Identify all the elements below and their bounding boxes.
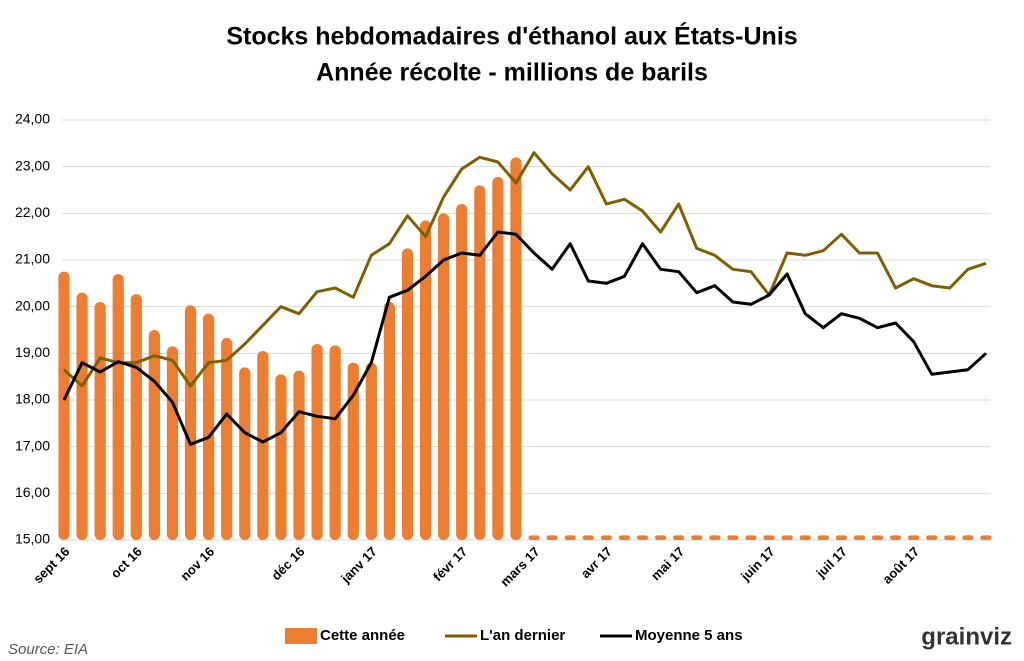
bar [871, 535, 884, 540]
bar [112, 274, 124, 540]
bar [329, 345, 341, 540]
chart-title: Stocks hebdomadaires d'éthanol aux États… [226, 22, 797, 51]
bar [944, 535, 956, 540]
bar [564, 535, 576, 540]
bar [401, 248, 414, 541]
bar [365, 362, 377, 540]
bar [58, 271, 70, 540]
bar [691, 535, 703, 540]
y-tick-label: 17,00 [15, 437, 50, 453]
bar [383, 302, 396, 540]
legend-label: Moyenne 5 ans [635, 627, 743, 644]
bar [890, 535, 902, 540]
bar [908, 535, 920, 540]
bar [835, 535, 847, 540]
bar [257, 351, 269, 540]
bar [817, 535, 829, 540]
bar [76, 292, 88, 540]
bar [510, 157, 522, 541]
bar [239, 367, 251, 540]
legend-label: Cette année [320, 627, 405, 644]
bar [347, 362, 359, 540]
y-tick-label: 20,00 [15, 297, 50, 313]
bar [438, 213, 450, 541]
x-tick-label: sept 16 [30, 544, 72, 586]
bar [781, 535, 793, 540]
bar [582, 535, 594, 540]
legend-swatch [285, 628, 317, 644]
y-tick-label: 15,00 [15, 531, 50, 547]
x-tick-label: janv 17 [337, 544, 379, 586]
bar [546, 535, 558, 540]
x-tick-label: juin 17 [737, 544, 777, 584]
bar [311, 344, 323, 540]
bar [745, 535, 757, 540]
x-tick-label: nov 16 [177, 544, 217, 584]
x-tick-label: déc 16 [268, 544, 307, 583]
legend-label: L'an dernier [480, 627, 565, 644]
bar [763, 535, 775, 540]
bar [492, 176, 504, 540]
x-tick-label: juil 17 [813, 544, 850, 581]
x-tick-label: mai 17 [648, 544, 687, 583]
bar [853, 535, 866, 540]
bar [673, 535, 685, 540]
bar [184, 305, 197, 540]
bar [528, 535, 540, 540]
bar [654, 535, 667, 540]
x-tick-label: avr 17 [578, 544, 615, 581]
bar [709, 535, 721, 540]
bar [727, 535, 739, 540]
x-tick-label: oct 16 [108, 544, 145, 581]
bar [980, 535, 992, 540]
chart-subtitle: Année récolte - millions de barils [316, 59, 708, 87]
bar [926, 535, 938, 540]
x-tick-label: août 17 [879, 544, 922, 587]
bar [94, 302, 106, 540]
y-tick-label: 16,00 [15, 484, 50, 500]
y-tick-label: 22,00 [15, 204, 50, 220]
y-tick-label: 21,00 [15, 251, 50, 267]
x-tick-label: févr 17 [430, 544, 470, 584]
bar [618, 535, 631, 540]
bar [275, 374, 287, 540]
bar [456, 204, 468, 540]
bar [600, 535, 612, 540]
y-tick-label: 19,00 [15, 344, 50, 360]
bar [166, 346, 179, 540]
y-tick-label: 24,00 [15, 111, 50, 127]
line-series [62, 151, 987, 388]
bar [221, 337, 233, 540]
bar [636, 535, 649, 540]
y-tick-label: 23,00 [15, 157, 50, 173]
source: Source: EIA [8, 641, 88, 658]
line-series [62, 230, 988, 446]
logo: grainviz [921, 623, 1012, 650]
y-tick-label: 18,00 [15, 391, 50, 407]
bar [419, 220, 432, 541]
bar [130, 294, 142, 540]
x-tick-label: mars 17 [497, 544, 542, 589]
bar [293, 370, 305, 540]
bar [203, 313, 215, 540]
bar [148, 330, 160, 540]
bar [474, 185, 486, 541]
bar [962, 535, 974, 540]
bar [799, 535, 811, 540]
